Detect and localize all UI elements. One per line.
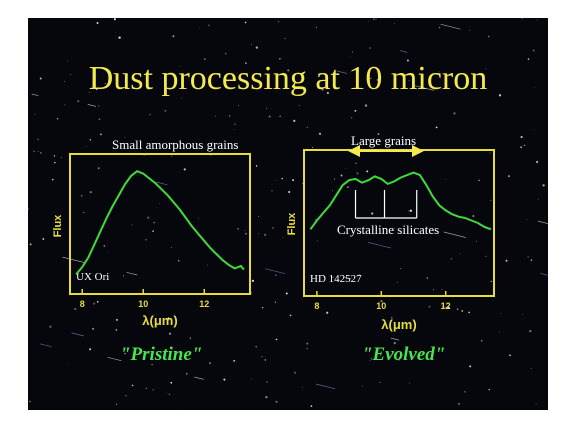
right-chart-caption: Large grains bbox=[351, 133, 417, 148]
star-field-background bbox=[28, 18, 548, 410]
x-tick-label: 12 bbox=[441, 301, 451, 311]
x-tick-label: 12 bbox=[199, 299, 209, 309]
right-annotation: HD 142527 bbox=[310, 273, 362, 285]
large-grains-arrow bbox=[348, 145, 424, 157]
left-label: "Pristine" bbox=[120, 344, 203, 365]
slide: Dust processing at 10 micron Small amorp… bbox=[28, 18, 548, 410]
chart-area: Flux UX Ori λ(μm) 8 10 12 Flux HD 142527 λ… bbox=[52, 145, 495, 332]
left-x-axis-label: λ(μm) bbox=[142, 313, 177, 328]
x-tick-label: 10 bbox=[376, 301, 386, 311]
right-chart-annotation: Crystalline silicates bbox=[337, 222, 440, 237]
right-spectrum-line bbox=[309, 171, 492, 231]
left-chart-caption: Small amorphous grains bbox=[112, 137, 239, 152]
x-tick-label: 10 bbox=[138, 299, 148, 309]
left-chart-frame bbox=[69, 153, 251, 295]
right-y-axis-label: Flux bbox=[286, 212, 298, 235]
slide-title: Dust processing at 10 micron bbox=[88, 60, 488, 97]
right-x-axis-label: λ(μm) bbox=[381, 317, 416, 332]
left-spectrum-line bbox=[75, 170, 245, 276]
left-y-axis-label: Flux bbox=[52, 214, 64, 237]
right-label: "Evolved" bbox=[362, 344, 446, 365]
x-tick-label: 8 bbox=[314, 301, 319, 311]
left-annotation: UX Ori bbox=[76, 271, 109, 283]
x-tick-label: 8 bbox=[80, 299, 85, 309]
